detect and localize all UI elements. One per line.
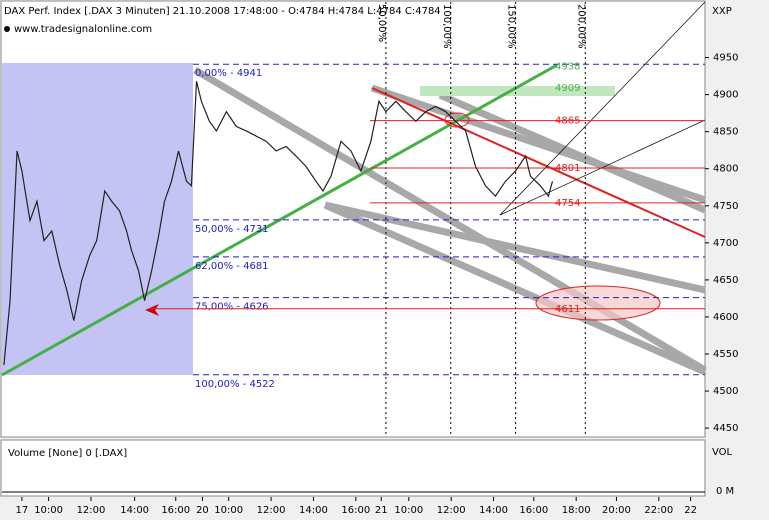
price-line <box>3 81 554 366</box>
y-tick-label: 4450 <box>713 423 738 434</box>
level-label: 4801 <box>555 163 580 174</box>
y-tick-label: 4700 <box>713 238 738 249</box>
retracement-label: 75,00% - 4626 <box>195 302 269 313</box>
time-label: 50,00% <box>376 4 387 42</box>
arrow <box>145 304 159 316</box>
trendline <box>371 87 706 238</box>
x-tick-label: 22:00 <box>644 505 673 516</box>
x-tick-label: 12:00 <box>437 505 466 516</box>
level-label: 4754 <box>555 198 580 209</box>
x-tick-label: 17 <box>16 505 29 516</box>
y-tick-label: 4650 <box>713 275 738 286</box>
x-tick-label: 14:00 <box>299 505 328 516</box>
channels <box>193 66 707 376</box>
y-tick-label: 4500 <box>713 386 738 397</box>
x-tick-label: 14:00 <box>479 505 508 516</box>
x-tick-label: 12:00 <box>257 505 286 516</box>
volume-tick: 0 M <box>716 486 734 497</box>
level-label: 4611 <box>555 304 580 315</box>
retracement-label: 0,00% - 4941 <box>195 68 262 79</box>
channel <box>370 84 707 204</box>
y-tick-label: 4850 <box>713 127 738 138</box>
x-tick-label: 22 <box>684 505 697 516</box>
channel <box>324 201 706 294</box>
y-tick-label: 4800 <box>713 164 738 175</box>
x-tick-label: 16:00 <box>519 505 548 516</box>
x-tick-label: 10:00 <box>394 505 423 516</box>
volume-title: Volume [None] 0 [.DAX] <box>8 448 127 459</box>
level-label: 4938 <box>555 61 580 72</box>
target-zone <box>535 285 661 321</box>
y-tick-label: 4900 <box>713 90 738 101</box>
y-tick-label: 4950 <box>713 53 738 64</box>
trendline <box>1 63 558 377</box>
y-tick-label: 4750 <box>713 201 738 212</box>
volume-panel <box>0 439 706 497</box>
x-tick-label: 14:00 <box>120 505 149 516</box>
marker <box>444 112 470 128</box>
x-tick-label: 12:00 <box>77 505 106 516</box>
dot <box>4 26 10 32</box>
retracement-label: 62,00% - 4681 <box>195 261 269 272</box>
x-tick-label: 10:00 <box>214 505 243 516</box>
x-tick-label: 20:00 <box>602 505 631 516</box>
retracement-label: 50,00% - 4731 <box>195 224 269 235</box>
chart-title: DAX Perf. Index [.DAX 3 Minuten] 21.10.2… <box>4 6 441 17</box>
subtitle: www.tradesignalonline.com <box>14 24 152 35</box>
x-tick-label: 16:00 <box>341 505 370 516</box>
x-tick-label: 20 <box>196 505 209 516</box>
channel <box>323 201 707 376</box>
y-tick-label: 4600 <box>713 312 738 323</box>
axis-name: XXP <box>712 6 732 17</box>
time-label: 200,00% <box>575 4 586 49</box>
y-tick-label: 4550 <box>713 349 738 360</box>
x-tick-label: 16:00 <box>161 505 190 516</box>
level-label: 4865 <box>555 116 580 127</box>
level-label: 4909 <box>555 83 580 94</box>
zone <box>420 86 615 96</box>
time-label: 150,00% <box>506 4 517 49</box>
channel <box>193 66 707 374</box>
x-tick-label: 10:00 <box>34 505 63 516</box>
x-tick-label: 21 <box>375 505 388 516</box>
x-tick-label: 18:00 <box>562 505 591 516</box>
time-label: 100,00% <box>441 4 452 49</box>
retracement-label: 100,00% - 4522 <box>195 379 275 390</box>
volume-axis-name: VOL <box>712 447 733 458</box>
